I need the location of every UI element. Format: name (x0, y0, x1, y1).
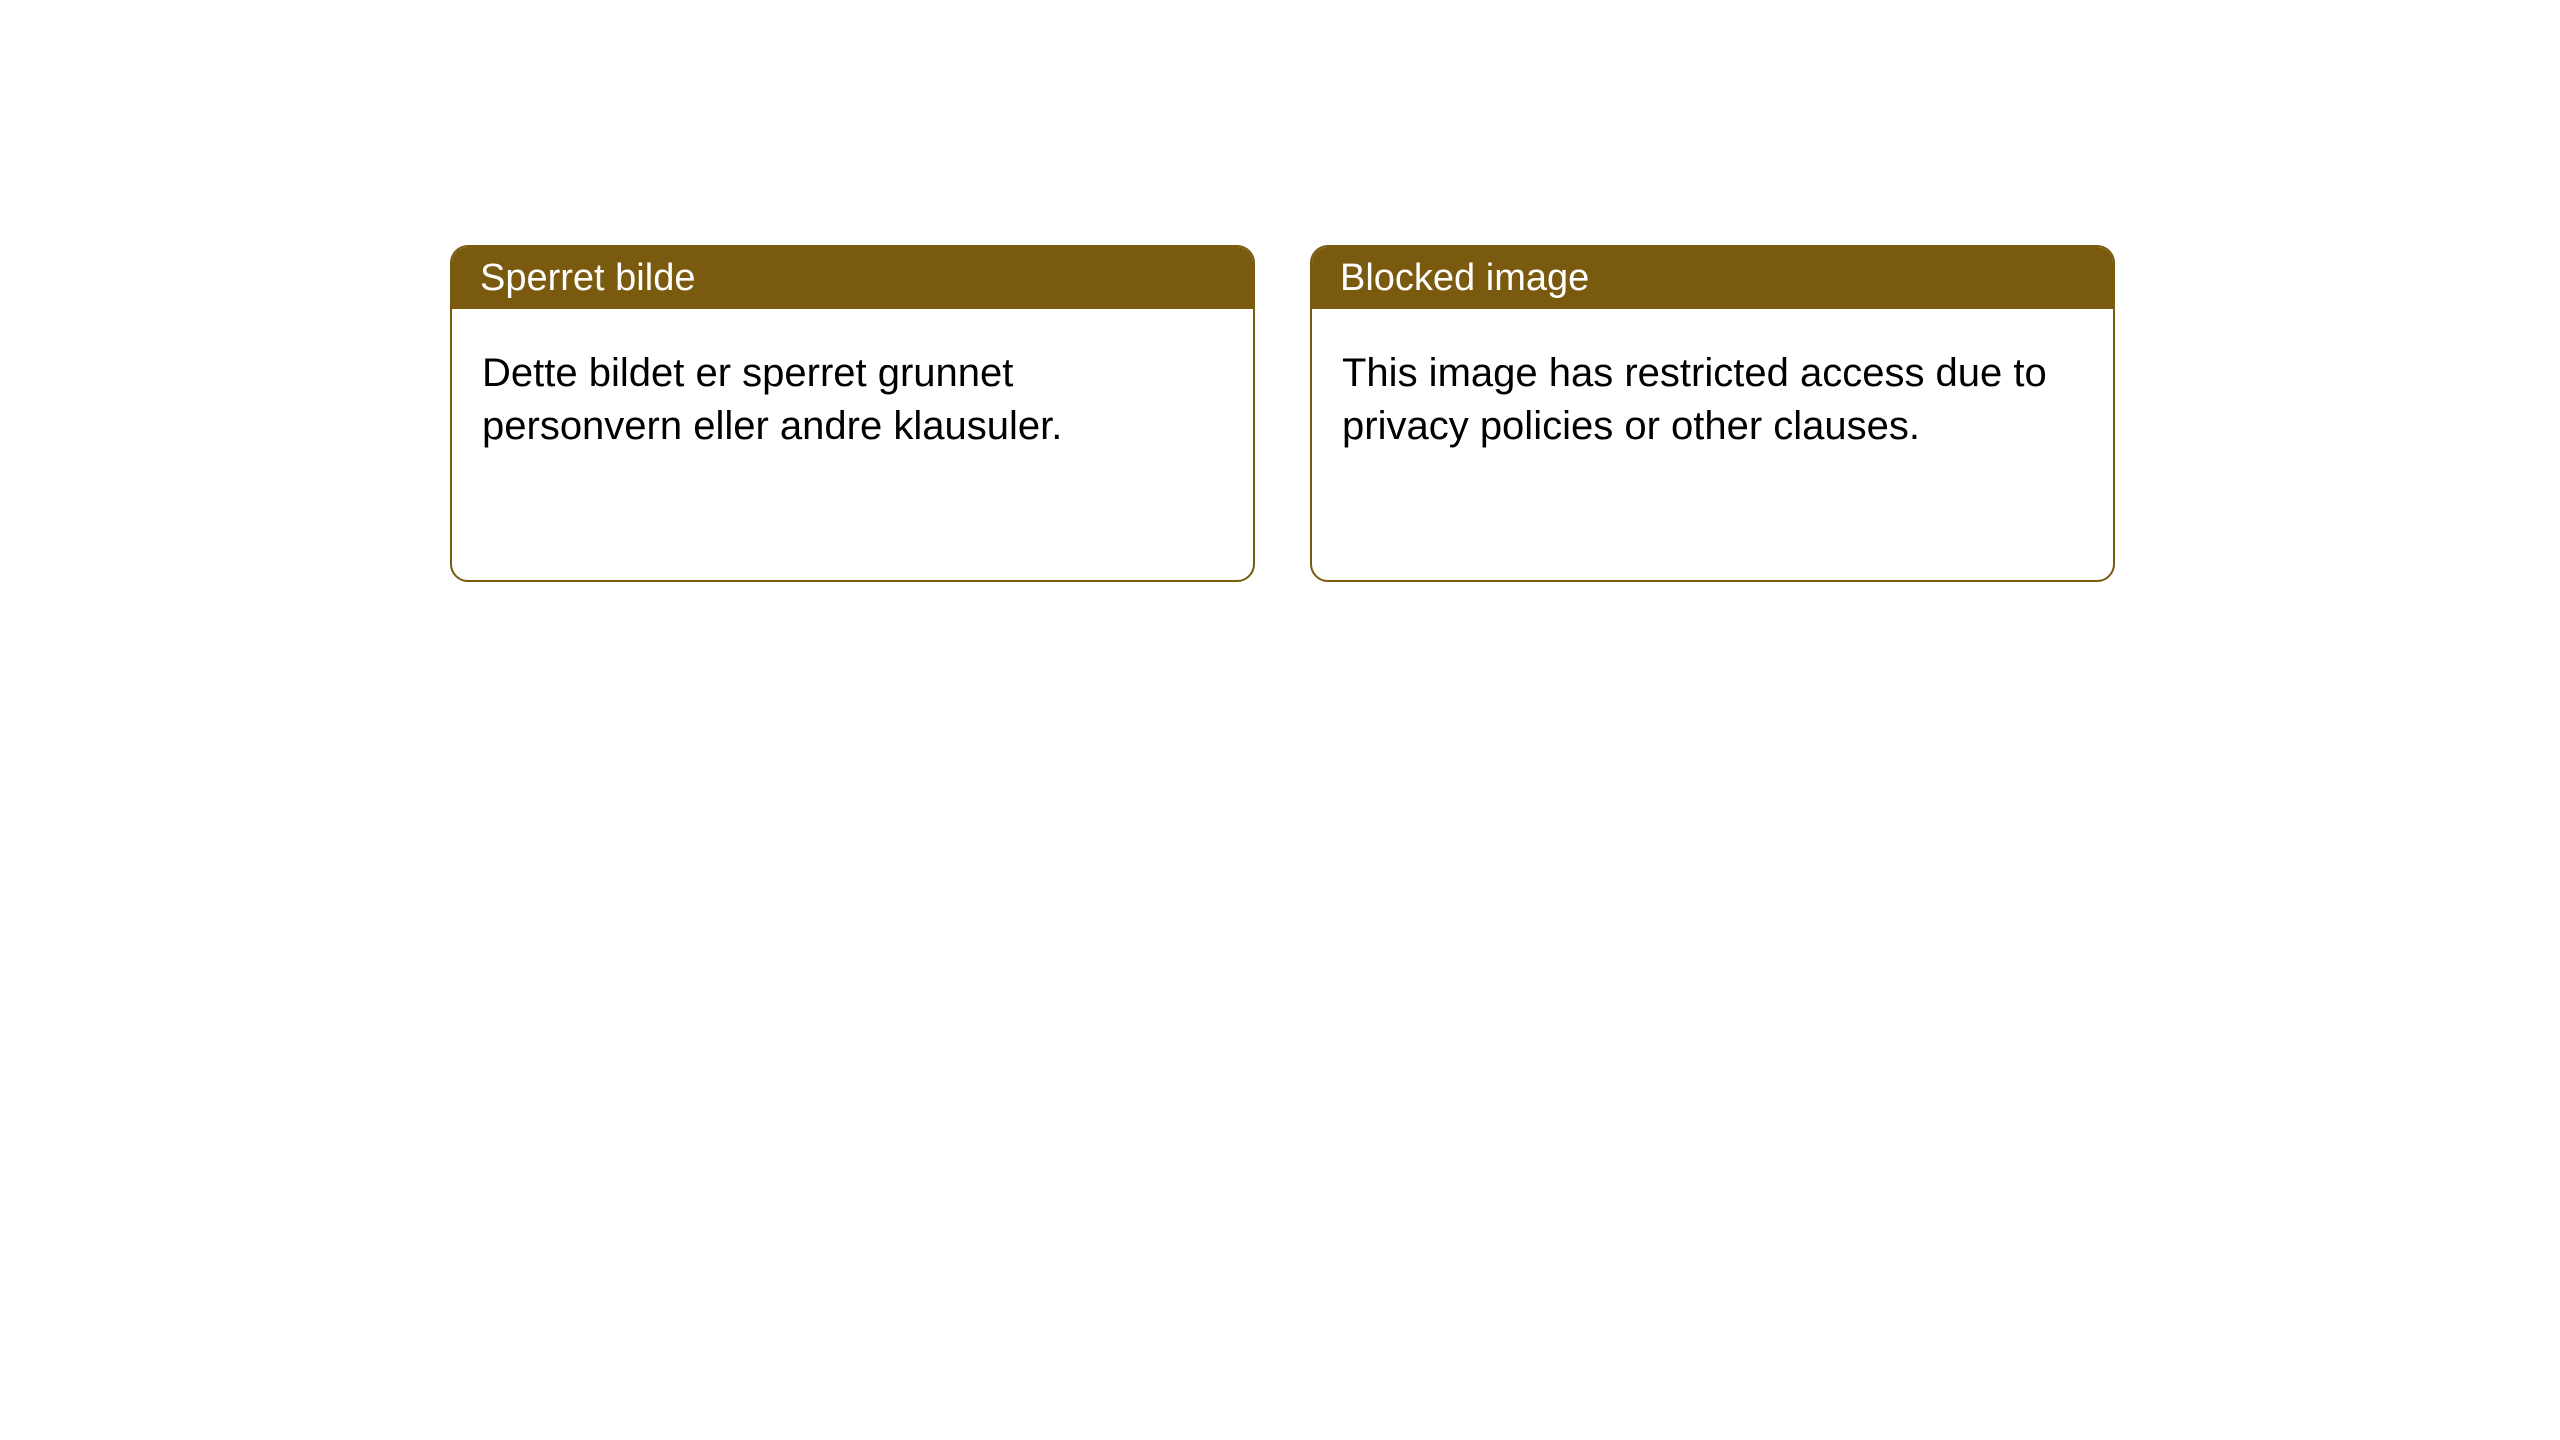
card-header: Sperret bilde (452, 247, 1253, 309)
card-title: Sperret bilde (480, 257, 695, 300)
card-body: Dette bildet er sperret grunnet personve… (452, 309, 1253, 491)
notice-card-english: Blocked image This image has restricted … (1310, 245, 2115, 582)
card-body-text: This image has restricted access due to … (1342, 351, 2047, 448)
notice-cards-container: Sperret bilde Dette bildet er sperret gr… (450, 245, 2115, 582)
card-title: Blocked image (1340, 257, 1589, 300)
card-body-text: Dette bildet er sperret grunnet personve… (482, 351, 1062, 448)
card-header: Blocked image (1312, 247, 2113, 309)
card-body: This image has restricted access due to … (1312, 309, 2113, 491)
notice-card-norwegian: Sperret bilde Dette bildet er sperret gr… (450, 245, 1255, 582)
